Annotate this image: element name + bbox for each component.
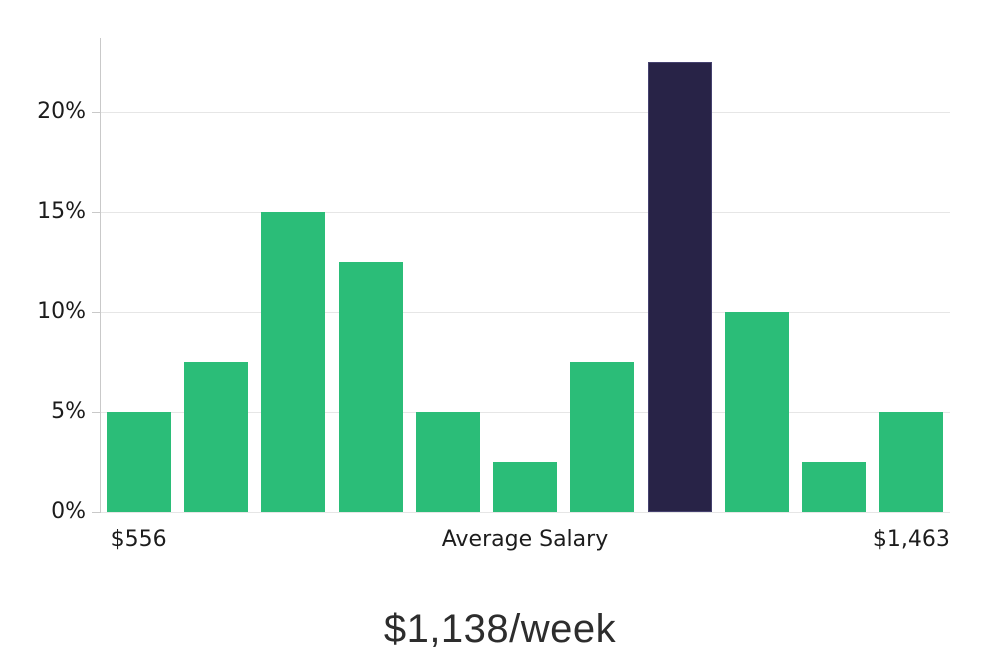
bar	[338, 262, 403, 512]
y-tick-mark	[92, 512, 100, 513]
bar	[570, 362, 635, 512]
y-tick-label: 15%	[37, 199, 86, 224]
gridline	[100, 412, 950, 413]
y-tick-mark	[92, 112, 100, 113]
bar	[183, 362, 248, 512]
bar	[879, 412, 944, 512]
y-tick-mark	[92, 312, 100, 313]
x-tick-label: $556	[110, 527, 167, 552]
gridline	[100, 112, 950, 113]
y-tick-label: 5%	[51, 399, 86, 424]
bar	[415, 412, 480, 512]
bar	[261, 212, 326, 512]
y-tick-label: 0%	[51, 499, 86, 524]
gridline	[100, 312, 950, 313]
bar	[724, 312, 789, 512]
y-tick-mark	[92, 212, 100, 213]
y-axis-line	[100, 38, 101, 513]
bar	[493, 462, 557, 512]
x-tick-label: $1,463	[872, 527, 950, 552]
x-axis-baseline	[100, 512, 950, 513]
gridline	[100, 212, 950, 213]
y-tick-label: 20%	[37, 99, 86, 124]
bar	[802, 462, 867, 512]
x-tick-label: Average Salary	[441, 527, 609, 552]
weekly-salary-title: $1,138/week	[383, 607, 617, 651]
bar	[106, 412, 171, 512]
y-tick-mark	[92, 412, 100, 413]
y-tick-label: 10%	[37, 299, 86, 324]
highlighted-bar	[647, 62, 712, 512]
